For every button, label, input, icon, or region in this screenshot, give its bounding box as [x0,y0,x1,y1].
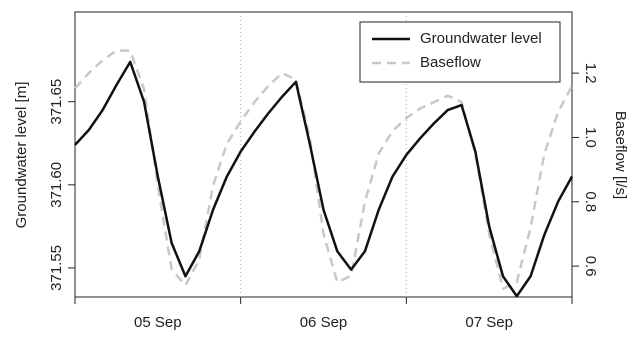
x-tick-label: 06 Sep [300,314,348,331]
y-tick-label: 371.55 [48,245,65,291]
legend-label: Baseflow [420,54,481,71]
legend-box [359,21,561,83]
y2-tick-label: 1.0 [582,127,599,148]
y-tick-label: 371.60 [48,162,65,208]
series-line [74,49,574,290]
x-tick-label: 05 Sep [134,314,182,331]
series-line [74,60,574,298]
y2-axis-label: Baseflow [l/s] [612,111,629,199]
x-tick-label: 07 Sep [465,314,513,331]
plot-frame [74,11,573,298]
y-tick-label: 371.65 [48,79,65,125]
y2-tick-label: 0.6 [582,256,599,277]
y2-tick-label: 0.8 [582,191,599,212]
y-axis-label: Groundwater level [m] [13,82,30,229]
y2-tick-label: 1.2 [582,63,599,84]
legend-label: Groundwater level [420,30,542,47]
